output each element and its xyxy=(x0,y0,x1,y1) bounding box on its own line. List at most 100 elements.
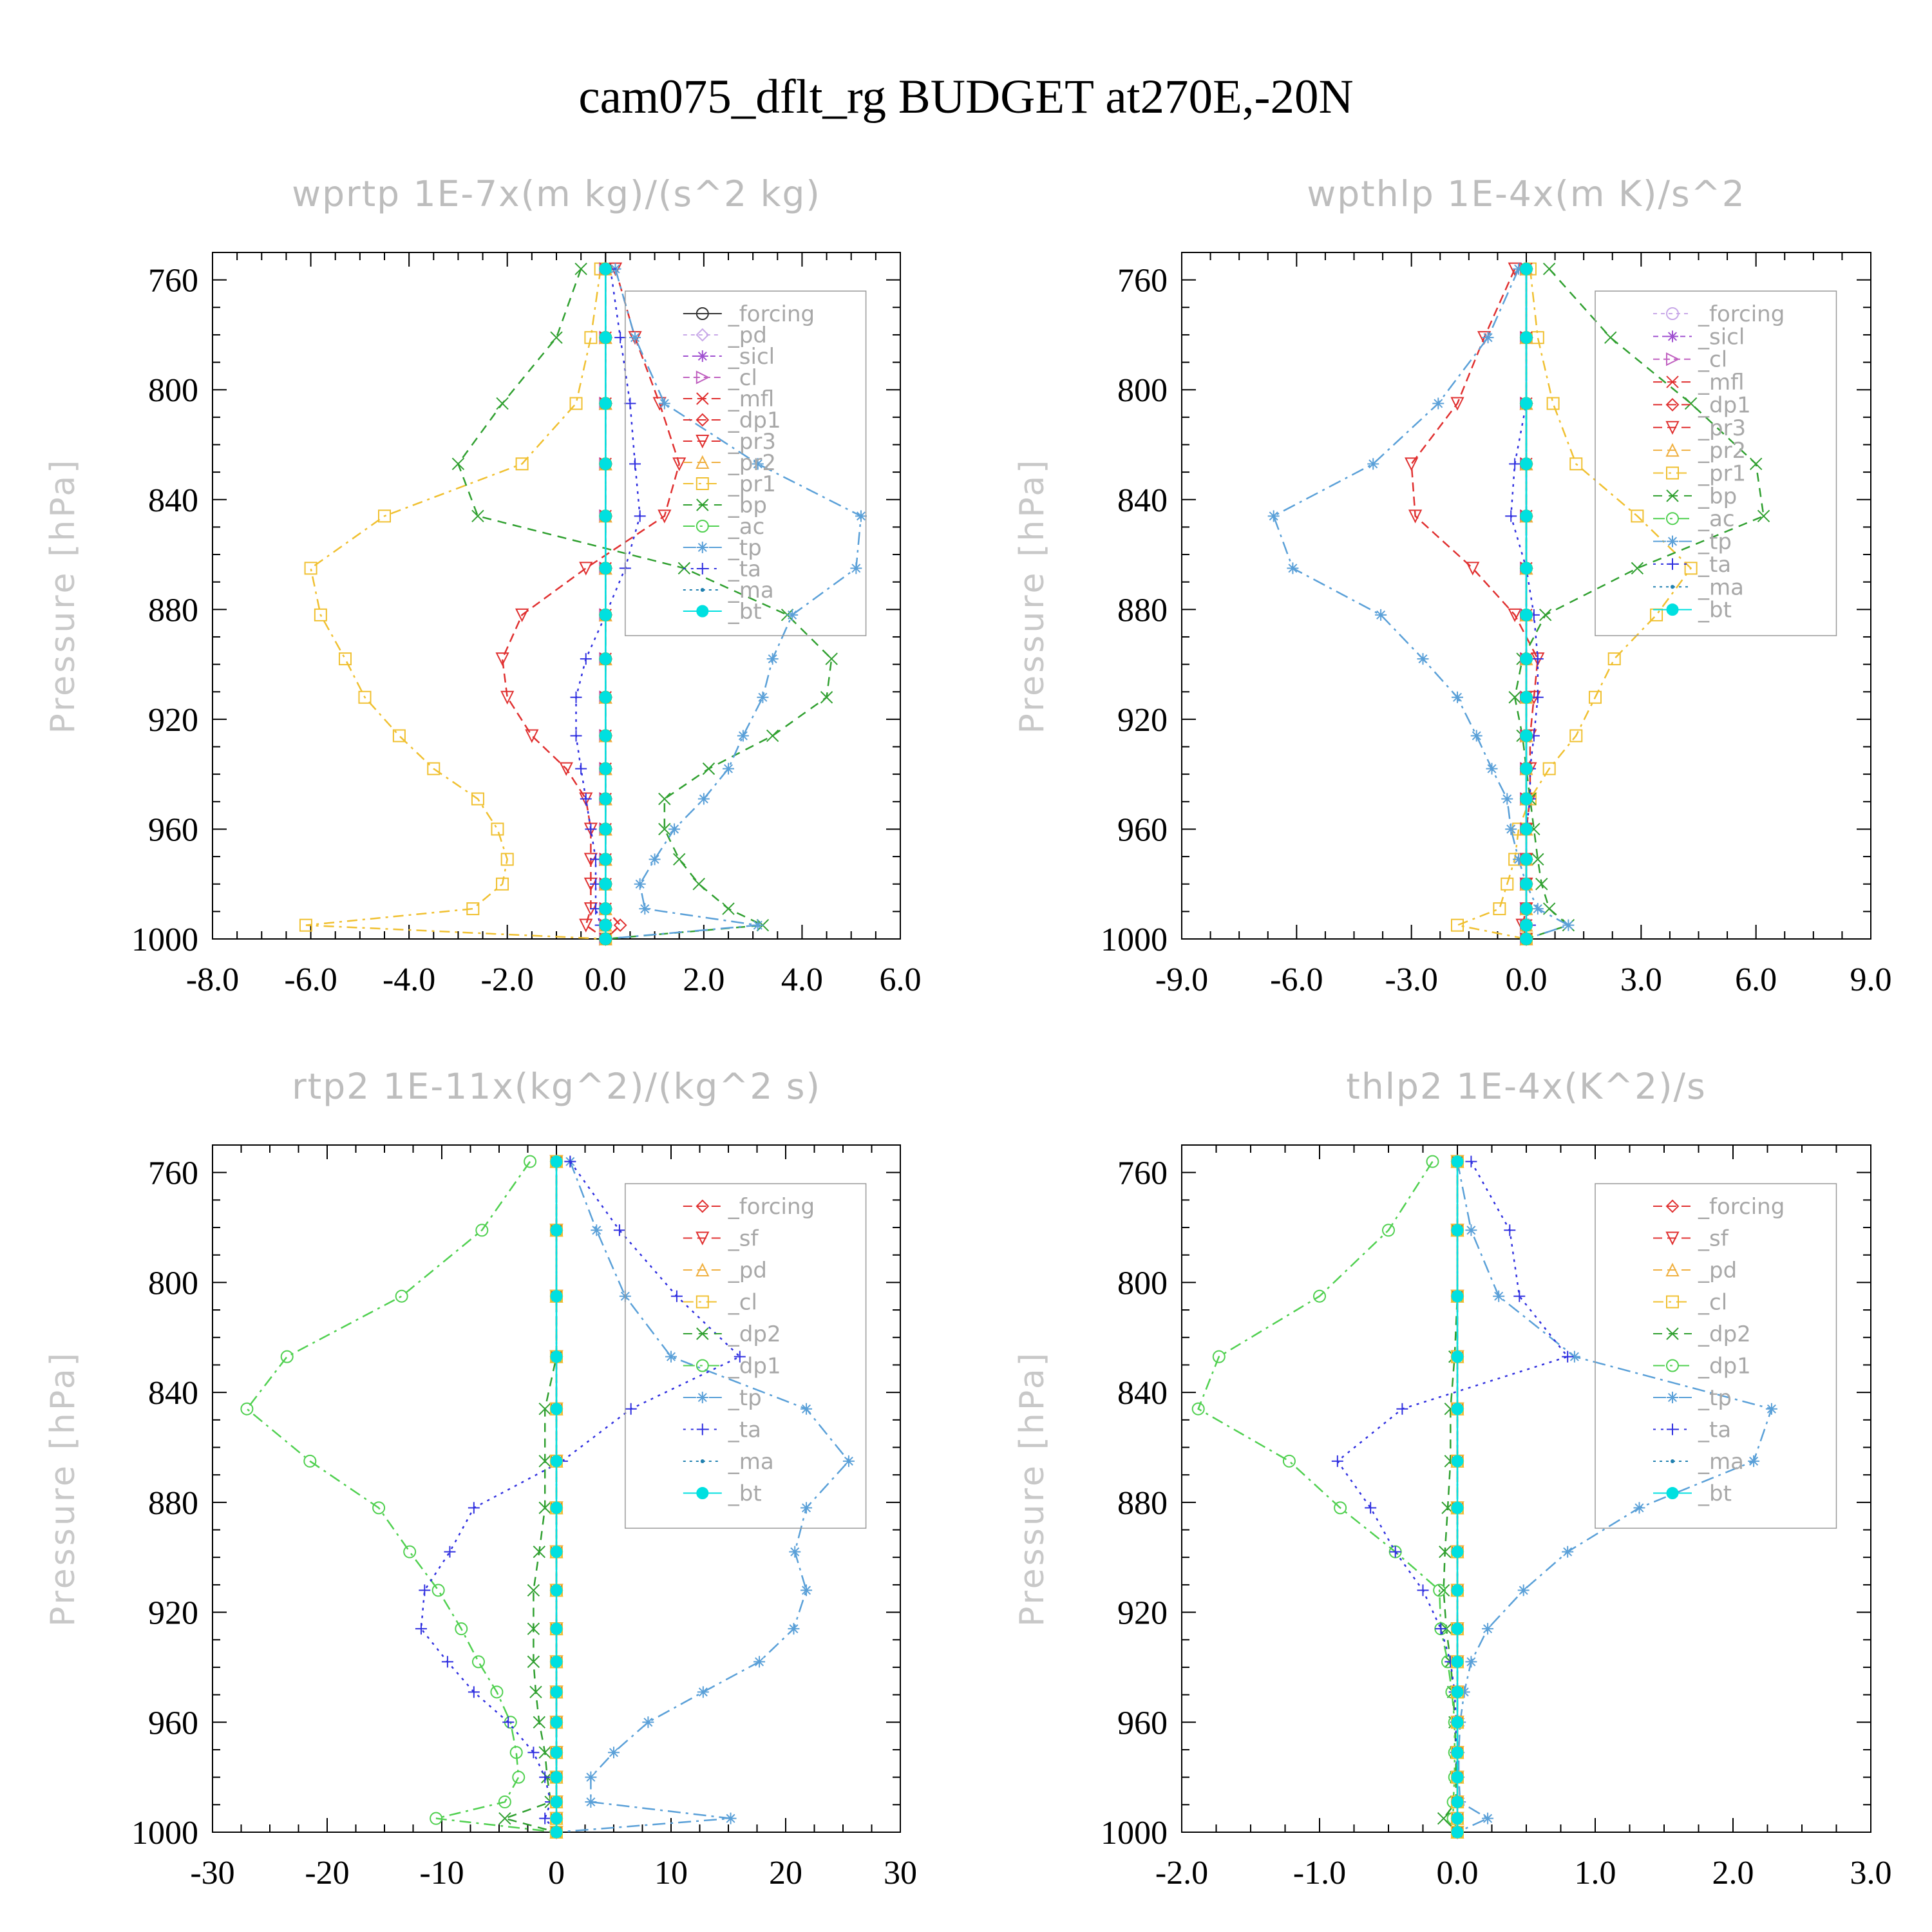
data-point xyxy=(1451,1584,1464,1596)
data-point xyxy=(550,1224,563,1236)
data-point xyxy=(378,509,391,523)
legend-entry: _ta xyxy=(683,1417,761,1443)
legend-label: _forcing xyxy=(728,301,815,327)
x-tick-label: 30 xyxy=(884,1855,917,1891)
legend-label: _dp2 xyxy=(728,1321,781,1347)
series-line xyxy=(1273,269,1571,940)
data-point xyxy=(1451,1746,1464,1759)
data-point xyxy=(599,331,612,344)
data-point xyxy=(550,1290,563,1303)
data-point xyxy=(639,903,651,915)
data-point xyxy=(538,1455,551,1468)
data-point xyxy=(697,793,710,805)
legend-label: _ac xyxy=(728,514,765,540)
plot-frame xyxy=(1181,1144,1871,1833)
data-point xyxy=(1513,263,1525,275)
data-point xyxy=(1517,1584,1530,1596)
legend-entry: _sf xyxy=(683,1226,759,1252)
data-point xyxy=(1504,1224,1516,1236)
legend-marker xyxy=(1666,603,1679,616)
x-tick-label: 9.0 xyxy=(1850,961,1892,998)
data-point xyxy=(415,1623,427,1635)
x-tick-label: -4.0 xyxy=(383,961,435,998)
data-point xyxy=(1520,822,1533,835)
x-tick-label: -1.0 xyxy=(1293,1855,1346,1891)
data-point xyxy=(441,1656,453,1668)
series-line xyxy=(1197,1160,1459,1833)
data-point xyxy=(766,729,779,743)
data-point xyxy=(512,1770,526,1784)
data-point xyxy=(1562,1546,1574,1558)
legend-marker xyxy=(696,605,709,618)
legend-entry: _pr2 xyxy=(683,450,776,476)
data-point xyxy=(1450,397,1464,411)
data-point xyxy=(1520,902,1533,915)
data-point xyxy=(673,853,686,866)
data-point xyxy=(509,1746,523,1759)
legend-marker xyxy=(696,1231,710,1245)
x-tick-label: 3.0 xyxy=(1620,961,1662,998)
data-point xyxy=(1520,762,1533,775)
legend-marker xyxy=(696,1359,709,1372)
data-point xyxy=(1396,1403,1408,1415)
data-point xyxy=(634,510,646,522)
x-tick-label: 0.0 xyxy=(1437,1855,1479,1891)
legend-label: _bt xyxy=(728,1481,762,1507)
data-point xyxy=(559,762,573,776)
data-point xyxy=(599,793,612,806)
data-point xyxy=(539,1812,551,1824)
data-point xyxy=(1493,902,1506,916)
legend-entry: _bt xyxy=(683,1481,762,1507)
series-line xyxy=(305,269,606,940)
series-pr1 xyxy=(299,262,612,945)
data-point xyxy=(1465,1656,1477,1668)
series-line xyxy=(1410,269,1539,940)
legend-entry: _mfl xyxy=(683,386,774,412)
data-point xyxy=(1451,1795,1464,1808)
legend-marker xyxy=(1666,1295,1679,1309)
legend-entry: _pd xyxy=(1653,1258,1737,1283)
data-point xyxy=(550,331,563,344)
data-point xyxy=(1313,1289,1326,1303)
data-point xyxy=(1282,1454,1296,1468)
data-point xyxy=(1470,730,1482,742)
legend-entry: _sicl xyxy=(683,344,775,370)
data-point xyxy=(524,1155,537,1168)
legend-entry: _tp xyxy=(1653,529,1732,555)
x-tick-label: 2.0 xyxy=(1712,1855,1754,1891)
legend-entry: _ta xyxy=(1653,552,1731,578)
legend-marker xyxy=(1665,442,1680,457)
data-point xyxy=(1408,509,1423,524)
y-tick-label: 800 xyxy=(148,372,198,409)
data-point xyxy=(475,1224,489,1237)
x-tick-label: 3.0 xyxy=(1850,1855,1892,1891)
data-point xyxy=(1437,1812,1450,1825)
y-tick-label: 760 xyxy=(1117,263,1168,299)
series-line xyxy=(575,269,641,940)
legend-label: _ma xyxy=(1698,574,1744,600)
data-point xyxy=(1426,1155,1439,1168)
data-point xyxy=(495,652,509,667)
legend-label: _sicl xyxy=(728,344,775,370)
legend-entry: _pd xyxy=(683,323,767,348)
data-point xyxy=(1451,1350,1464,1363)
data-point xyxy=(668,823,681,835)
data-point xyxy=(1520,878,1533,891)
data-point xyxy=(1437,1584,1450,1597)
legend-label: _cl xyxy=(728,365,757,391)
x-tick-label: -6.0 xyxy=(284,961,337,998)
series-dp1 xyxy=(598,262,627,946)
panel-1: wprtp 1E-7x(m kg)/(s^2 kg) 760 800 840 880 92… xyxy=(44,173,922,998)
legend-label: _dp2 xyxy=(1698,1321,1751,1347)
data-point xyxy=(527,1622,540,1635)
legend-entry: _tp xyxy=(683,1385,762,1411)
legend-label: _sicl xyxy=(1698,324,1745,350)
data-point xyxy=(1562,1350,1574,1363)
data-point xyxy=(1513,1290,1526,1302)
data-point xyxy=(757,691,769,703)
legend-marker xyxy=(1665,398,1680,412)
series-line xyxy=(605,269,621,940)
data-point xyxy=(599,509,612,522)
data-point xyxy=(825,652,838,665)
data-point xyxy=(1748,1455,1760,1467)
